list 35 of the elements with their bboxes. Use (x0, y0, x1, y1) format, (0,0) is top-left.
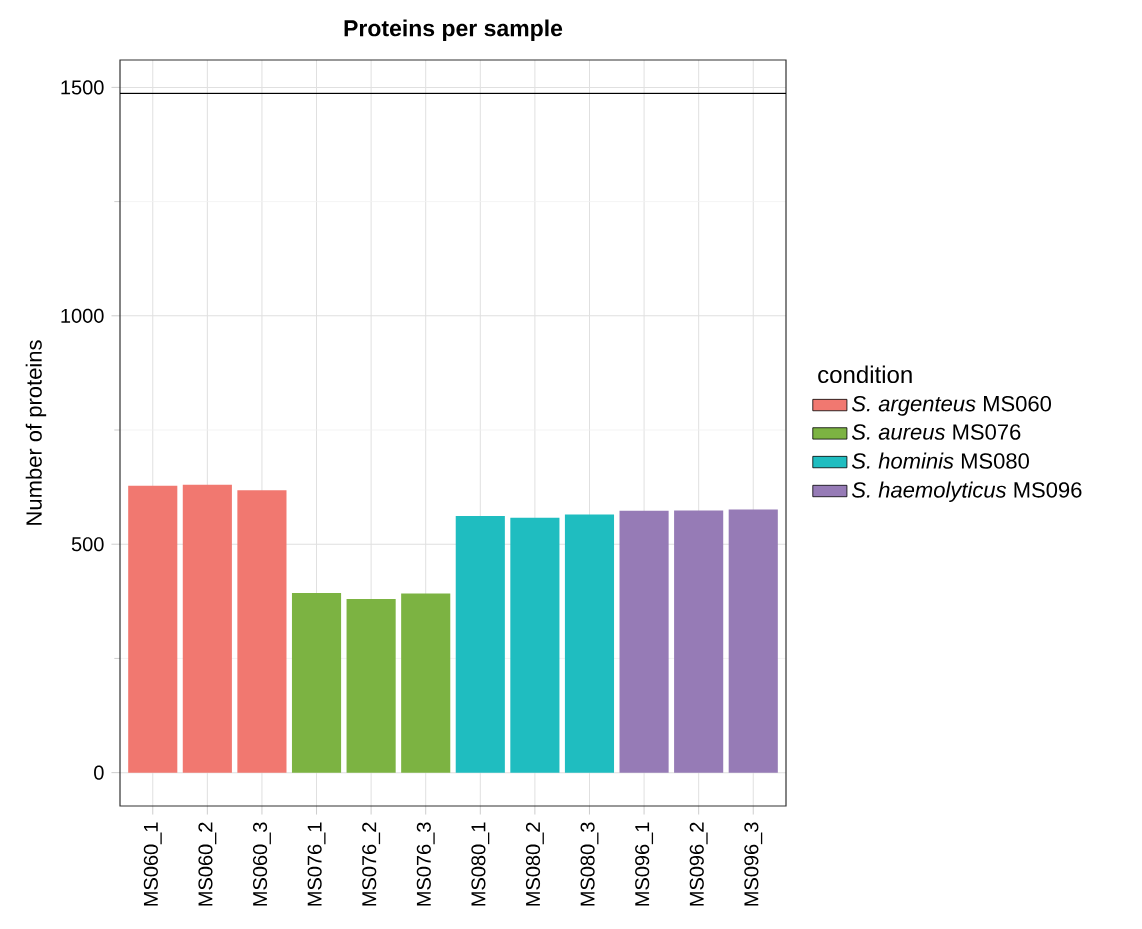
x-tick-label: MS096_2 (689, 822, 708, 906)
bar (182, 484, 232, 773)
bar (346, 599, 396, 773)
x-tick-label: MS060_2 (198, 822, 217, 906)
bar (728, 509, 778, 773)
x-tick-label: MS080_3 (580, 822, 599, 906)
x-tick-label: MS096_1 (635, 822, 654, 906)
y-axis-title: Number of proteins (25, 340, 47, 525)
bar (237, 490, 287, 773)
legend-label: S. argenteus MS060 (851, 395, 1052, 416)
legend-label: S. aureus MS076 (851, 424, 1021, 440)
x-tick-label: MS060_1 (143, 822, 162, 906)
x-tick-label: MS060_3 (252, 822, 271, 906)
y-tick-label: 1000 (61, 308, 104, 323)
y-tick-label: 500 (71, 537, 104, 552)
x-tick-label: MS076_2 (362, 822, 381, 906)
bar (674, 510, 724, 773)
x-tick-label: MS096_3 (744, 822, 763, 906)
legend-label: S. hominis MS080 (851, 452, 1029, 469)
legend-title: condition (818, 365, 912, 384)
bar (619, 510, 669, 773)
y-tick-label: 1500 (61, 80, 104, 95)
x-tick-label: MS076_3 (416, 822, 435, 906)
x-tick-label: MS076_1 (307, 822, 326, 906)
bar (401, 593, 451, 773)
x-tick-label: MS080_2 (525, 822, 544, 906)
bar (291, 593, 342, 773)
bar (510, 517, 560, 773)
bar (128, 485, 178, 773)
y-tick-label: 0 (94, 765, 104, 780)
chart-title: Proteins per sample (344, 19, 563, 41)
bar (564, 514, 615, 773)
x-tick-label: MS080_1 (471, 822, 490, 906)
legend-label: S. haemolyticus MS096 (851, 481, 1082, 503)
bar (455, 515, 505, 773)
